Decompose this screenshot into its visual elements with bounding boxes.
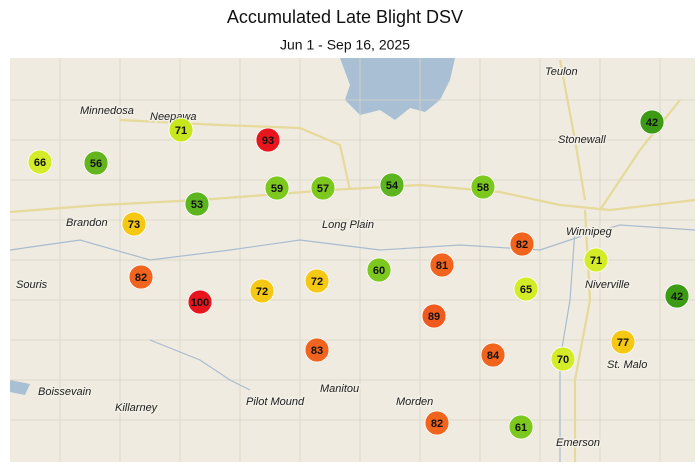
- station-value: 84: [487, 350, 500, 362]
- station-marker: [264, 175, 290, 201]
- station-marker: [128, 264, 154, 290]
- station-value: 60: [373, 265, 385, 277]
- station-value: 71: [175, 125, 187, 137]
- station-value: 100: [191, 297, 209, 309]
- station-marker: [513, 276, 539, 302]
- place-label: Winnipeg: [566, 226, 613, 238]
- station-marker: [610, 329, 636, 355]
- station-value: 66: [34, 157, 46, 169]
- station-marker: [421, 303, 447, 329]
- station-marker: [83, 150, 109, 176]
- station-value: 59: [271, 183, 283, 195]
- station-marker: [187, 289, 213, 315]
- station-value: 54: [386, 180, 399, 192]
- place-label: Long Plain: [322, 219, 374, 231]
- station-value: 82: [516, 239, 528, 251]
- place-label: Killarney: [115, 402, 159, 414]
- station-value: 72: [311, 276, 323, 288]
- station-value: 42: [671, 291, 683, 303]
- station-value: 72: [256, 286, 268, 298]
- station-marker: [639, 109, 665, 135]
- place-label: Brandon: [66, 217, 108, 229]
- station-marker: [470, 174, 496, 200]
- station-value: 70: [557, 354, 569, 366]
- station-value: 65: [520, 284, 532, 296]
- stations: 71 93 66 56 59 57 54 58 42 53 73 82 71 82 100 72 72 60 81 6…: [27, 109, 690, 440]
- station-marker: [366, 257, 392, 283]
- station-marker: [184, 191, 210, 217]
- station-value: 58: [477, 182, 489, 194]
- station-marker: [304, 337, 330, 363]
- station-marker: [550, 346, 576, 372]
- station-marker: [310, 175, 336, 201]
- station-value: 61: [515, 422, 527, 434]
- station-value: 89: [428, 311, 440, 323]
- station-value: 56: [90, 158, 102, 170]
- station-marker: [304, 268, 330, 294]
- station-value: 83: [311, 345, 323, 357]
- station-marker: [255, 127, 281, 153]
- station-marker: [27, 149, 53, 175]
- station-marker: [664, 283, 690, 309]
- station-value: 82: [431, 418, 443, 430]
- place-label: St. Malo: [607, 359, 647, 371]
- station-value: 71: [590, 255, 602, 267]
- place-label: Boissevain: [38, 386, 91, 398]
- place-label: Emerson: [556, 437, 600, 449]
- station-value: 53: [191, 199, 203, 211]
- place-label: Teulon: [545, 66, 578, 78]
- station-marker: [168, 117, 194, 143]
- station-value: 57: [317, 183, 329, 195]
- station-marker: [424, 410, 450, 436]
- title: Accumulated Late Blight DSV: [227, 7, 463, 27]
- station-value: 82: [135, 272, 147, 284]
- place-label: Pilot Mound: [246, 396, 305, 408]
- station-marker: [249, 278, 275, 304]
- station-marker: [508, 414, 534, 440]
- place-label: Niverville: [585, 279, 630, 291]
- place-label: Minnedosa: [80, 105, 134, 117]
- station-marker: [379, 172, 405, 198]
- station-value: 81: [436, 260, 448, 272]
- station-marker: [509, 231, 535, 257]
- station-value: 77: [617, 337, 629, 349]
- station-marker: [121, 211, 147, 237]
- station-marker: [583, 247, 609, 273]
- basemap: [9, 58, 696, 462]
- station-value: 73: [128, 219, 140, 231]
- station-marker: [480, 342, 506, 368]
- station-value: 42: [646, 117, 658, 129]
- place-label: Morden: [396, 396, 433, 408]
- place-label: Manitou: [320, 383, 359, 395]
- subtitle: Jun 1 - Sep 16, 2025: [280, 37, 410, 53]
- station-value: 93: [262, 135, 274, 147]
- place-label: Stonewall: [558, 134, 606, 146]
- place-label: Souris: [16, 279, 48, 291]
- station-marker: [429, 252, 455, 278]
